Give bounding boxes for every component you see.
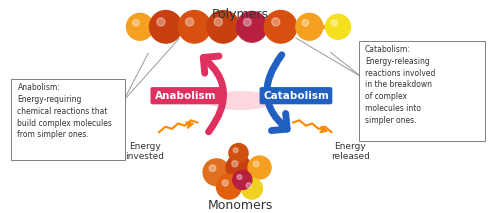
Circle shape [264, 10, 297, 43]
Circle shape [233, 170, 252, 190]
Circle shape [254, 161, 259, 167]
Circle shape [186, 18, 194, 26]
Circle shape [237, 175, 242, 179]
Circle shape [222, 180, 228, 186]
Circle shape [132, 19, 140, 26]
Text: Catabolism:
Energy-releasing
reactions involved
in the breakdown
of complex
mole: Catabolism: Energy-releasing reactions i… [365, 45, 435, 125]
Circle shape [207, 10, 240, 43]
Text: Catabolism: Catabolism [263, 91, 329, 101]
Circle shape [302, 19, 308, 26]
Text: Energy
released: Energy released [331, 142, 370, 161]
Circle shape [244, 18, 251, 26]
FancyArrowPatch shape [267, 55, 287, 131]
FancyBboxPatch shape [260, 87, 332, 104]
FancyBboxPatch shape [150, 87, 222, 104]
Text: Anabolism:
Energy-requiring
chemical reactions that
build complex molecules
from: Anabolism: Energy-requiring chemical rea… [18, 83, 112, 140]
Circle shape [236, 12, 267, 42]
Circle shape [331, 20, 338, 26]
Circle shape [203, 159, 230, 186]
Text: Polymers: Polymers [212, 8, 269, 21]
Circle shape [126, 13, 154, 40]
Circle shape [242, 178, 262, 199]
Circle shape [226, 155, 251, 180]
Circle shape [209, 165, 216, 172]
Circle shape [296, 13, 322, 40]
Circle shape [234, 148, 238, 153]
Circle shape [248, 156, 271, 179]
Circle shape [157, 18, 165, 26]
Circle shape [229, 144, 248, 163]
Circle shape [214, 18, 222, 26]
Circle shape [272, 18, 280, 26]
Text: Anabolism: Anabolism [155, 91, 216, 101]
Circle shape [216, 174, 242, 199]
Ellipse shape [207, 91, 274, 110]
FancyBboxPatch shape [359, 41, 486, 141]
Text: Monomers: Monomers [208, 199, 273, 212]
Text: Energy
invested: Energy invested [125, 142, 164, 161]
Circle shape [178, 10, 211, 43]
FancyArrowPatch shape [204, 56, 224, 132]
Circle shape [232, 161, 238, 167]
Circle shape [326, 14, 350, 39]
Circle shape [246, 183, 252, 188]
Circle shape [150, 10, 182, 43]
FancyBboxPatch shape [10, 79, 124, 160]
